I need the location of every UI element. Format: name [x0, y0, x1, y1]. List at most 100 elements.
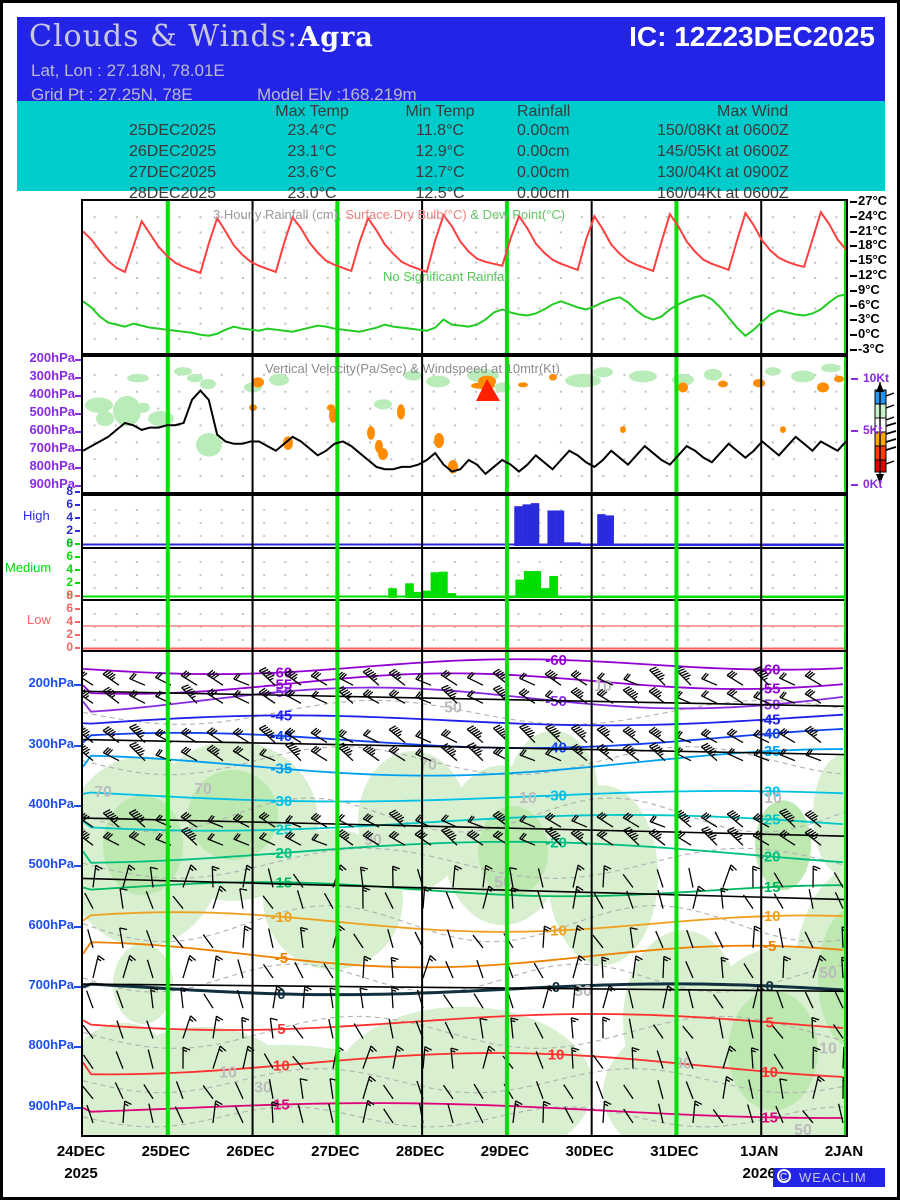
cell-min-temp: 12.9°C	[415, 143, 465, 160]
axis-tick	[75, 582, 80, 584]
temp-axis-label: -3°C	[858, 341, 885, 356]
logo-text: WEACLIM	[799, 1170, 867, 1185]
title-prefix: Clouds & Winds:	[29, 19, 299, 54]
main-axis-label: 300hPa	[28, 735, 74, 751]
svg-text:70: 70	[94, 784, 112, 801]
svg-text:0: 0	[552, 979, 560, 996]
svg-text:70: 70	[419, 757, 437, 774]
panel-temperature-rainfall: 3 Hourly Rainfall (cm), Surface Dry Bulb…	[81, 199, 848, 355]
axis-tick	[74, 1106, 81, 1109]
temp-axis-label: 15°C	[858, 252, 888, 268]
temp-axis-label: 12°C	[858, 267, 888, 282]
wind-speed-legend: 10Kt 5Kt 0Kt	[849, 368, 897, 498]
svg-text:-5: -5	[763, 938, 776, 955]
cloud-cover-plot	[83, 496, 846, 650]
axis-tick	[74, 684, 81, 687]
temp-axis-label: 27°C	[858, 193, 888, 208]
svg-text:-35: -35	[759, 743, 781, 760]
svg-text:10: 10	[219, 1065, 237, 1082]
cloud-axis-tick-label: 4	[66, 510, 73, 524]
axis-tick	[75, 504, 80, 506]
cloud-axis-tick-label: 2	[66, 523, 73, 537]
svg-text:50: 50	[819, 965, 837, 982]
cell-min-temp: 12.5°C	[415, 185, 465, 202]
legend-tick	[851, 378, 858, 380]
vvel-axis-label: 200hPa	[29, 350, 75, 365]
svg-text:10: 10	[548, 1046, 565, 1063]
svg-text:-5: -5	[275, 950, 288, 967]
svg-text:-40: -40	[759, 726, 781, 743]
axis-tick	[75, 431, 81, 433]
panel-cloud-cover	[81, 494, 848, 650]
cloud-axis-tick-label: 4	[66, 562, 73, 576]
axis-tick	[75, 530, 80, 532]
x-axis-dates: 24DEC 25DEC 26DEC 27DEC 28DEC 29DEC 30DEC 31DEC…	[3, 1143, 897, 1193]
temp-axis-label: 0°C	[858, 326, 880, 342]
panel-vertical-velocity: Vertical Velocity(Pa/Sec) & Windspeed at…	[81, 355, 848, 494]
axis-tick	[850, 201, 857, 203]
no-rainfall-note: No Significant Rainfall	[383, 269, 511, 284]
main-axis-label: 400hPa	[28, 795, 74, 811]
x-axis-date-label: 24DEC	[56, 1143, 106, 1160]
svg-text:-40: -40	[271, 728, 293, 745]
axis-tick	[74, 986, 81, 989]
axis-tick	[75, 517, 80, 519]
main-pressure-axis: 200hPa 300hPa 400hPa 500hPa 600hPa 700hPa 800h…	[13, 654, 81, 1141]
cloud-axis-tick-label: 8	[66, 588, 73, 602]
main-axis-label: 900hPa	[28, 1097, 74, 1113]
svg-text:-55: -55	[759, 681, 781, 698]
axis-tick	[850, 275, 857, 277]
meteogram-chart: 3 Hourly Rainfall (cm), Surface Dry Bulb…	[81, 199, 848, 1137]
axis-tick	[850, 245, 857, 248]
svg-text:-10: -10	[271, 909, 293, 926]
svg-text:-35: -35	[271, 761, 293, 778]
lat-lon-label: Lat, Lon : 27.18N, 78.01E	[31, 61, 225, 80]
column-header-max-wind: Max Wind	[717, 103, 789, 120]
vvel-axis-label: 900hPa	[29, 476, 75, 491]
cloud-axis-tick-label: 2	[66, 627, 73, 641]
svg-text:-55: -55	[271, 677, 293, 694]
axis-tick	[850, 230, 857, 233]
main-axis-label: 200hPa	[28, 675, 74, 691]
svg-text:10: 10	[819, 1040, 837, 1057]
svg-text:0: 0	[277, 986, 285, 1003]
cell-date: 26DEC2025	[129, 143, 217, 160]
panel-upper-air: -60-60-60-55-55-50-50-50-45-45-40-40-40-…	[81, 650, 848, 1137]
cloud-axis-tick-label: 8	[66, 484, 73, 498]
axis-tick	[75, 395, 81, 397]
svg-text:30: 30	[574, 983, 592, 1000]
svg-text:30: 30	[254, 1080, 272, 1097]
axis-tick	[75, 595, 80, 597]
title-drybulb-part: Surface Dry Bulb(°C)	[341, 207, 467, 222]
x-axis-date-label: 25DEC	[141, 1143, 190, 1160]
cell-min-temp: 12.7°C	[415, 164, 465, 181]
svg-text:-10: -10	[545, 923, 567, 940]
axis-tick	[75, 556, 80, 558]
temperature-axis: 27°C 24°C 21°C 18°C 15°C 12°C 9°C 6°C 3°C 0°C -3°C	[850, 193, 897, 359]
cloud-axis-tick-label: 6	[66, 549, 73, 563]
cloud-axis-tick-label: 2	[66, 575, 73, 589]
svg-text:-10: -10	[759, 908, 781, 925]
axis-tick	[75, 569, 80, 571]
vertical-velocity-plot	[83, 357, 846, 492]
axis-tick	[75, 467, 81, 469]
svg-text:-60: -60	[545, 652, 567, 669]
axis-tick	[75, 413, 81, 415]
x-axis-date-label: 27DEC	[311, 1143, 360, 1160]
axis-tick	[75, 634, 80, 636]
cloud-axis-tick-label: 6	[66, 601, 73, 615]
svg-text:15: 15	[273, 1097, 290, 1114]
vvel-axis-label: 600hPa	[29, 422, 75, 437]
axis-tick	[74, 744, 81, 747]
copyright-icon: C	[777, 1169, 791, 1183]
x-axis-date-label: 1JAN	[740, 1143, 779, 1160]
svg-text:-45: -45	[271, 707, 293, 724]
svg-text:-60: -60	[271, 664, 293, 681]
svg-text:-15: -15	[759, 879, 781, 896]
cloud-axis-tick-label: 6	[66, 497, 73, 511]
column-header-max-temp: Max Temp	[275, 103, 349, 120]
axis-tick	[850, 289, 857, 292]
axis-tick	[74, 925, 81, 928]
table-row: 27DEC2025 23.6°C 12.7°C 0.00cm 130/04Kt …	[17, 164, 885, 184]
